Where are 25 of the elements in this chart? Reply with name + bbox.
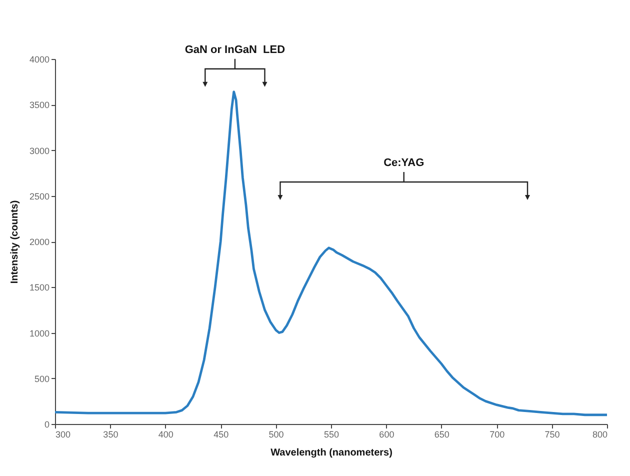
- x-tick-label: 600: [379, 430, 394, 440]
- y-tick-label: 1000: [29, 328, 50, 338]
- line-series: [54, 90, 608, 416]
- x-tick-label: 750: [544, 430, 560, 440]
- annotation: Ce:YAG: [384, 157, 424, 170]
- x-axis-title: Wavelength (nanometers): [270, 448, 392, 458]
- x-tick-label: 450: [214, 430, 229, 440]
- y-axis-title: Intensity (counts): [9, 200, 20, 284]
- y-tick-label: 2000: [29, 237, 50, 247]
- y-tick-label: 3000: [29, 146, 50, 156]
- x-tick-label: 300: [56, 430, 71, 440]
- x-tick-label: 500: [268, 430, 284, 440]
- text: GaN or InGaN LED: [184, 44, 286, 56]
- x-tick-label: 700: [490, 430, 505, 440]
- y-tick-label: 4000: [29, 54, 50, 64]
- y-tick-label: 1500: [29, 282, 50, 293]
- x-tick-label: 550: [324, 430, 340, 440]
- y-tick-label: 0: [44, 420, 50, 430]
- x-tick-label: 350: [103, 430, 118, 440]
- x-tick-label: 650: [434, 430, 450, 440]
- y-tick-label: 2500: [29, 191, 50, 202]
- y-tick-label: 3500: [29, 100, 50, 110]
- y-tick-label: 500: [34, 374, 50, 384]
- x-tick-label: 800: [592, 430, 608, 440]
- x-tick-label: 400: [158, 430, 174, 440]
